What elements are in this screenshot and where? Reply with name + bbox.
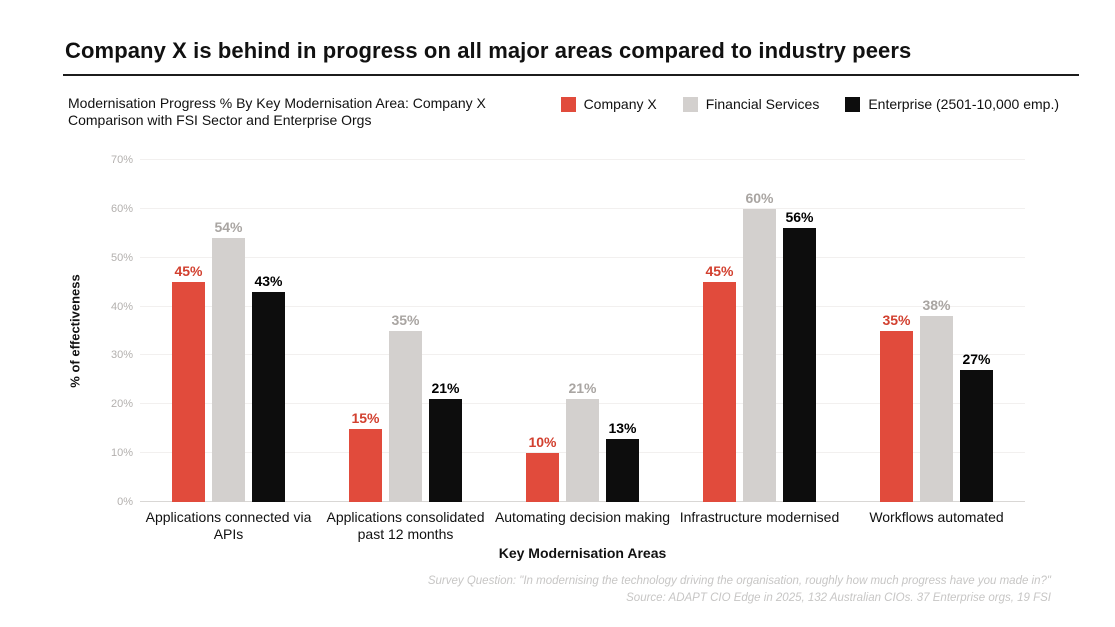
bar-value-label: 56% [785,209,814,226]
bar [566,399,599,502]
bar [172,282,205,502]
legend-swatch-icon [560,96,576,112]
legend-item: Financial Services [682,96,820,112]
footer-source: Source: ADAPT CIO Edge in 2025, 132 Aust… [626,591,1051,604]
y-axis-ticks: 0% 10% 20% 30% 40% 50% 60% 70% [93,154,133,508]
bar [252,291,285,502]
footer: Survey Question: "In modernising the tec… [428,573,1051,606]
bar [212,238,245,502]
x-category-label: Applications consolidated past 12 months [326,509,485,542]
bar [349,428,382,502]
bar-value-label: 21% [568,380,597,397]
bar-column: 45% [172,160,205,502]
gridline [140,159,1025,160]
legend: Company X Financial Services Enterprise (2… [560,96,1059,112]
bar-column: 35% [389,160,422,502]
bar-column: 21% [566,160,599,502]
page-title: Company X is behind in progress on all m… [65,38,912,63]
y-tick-label: 0% [117,496,133,508]
x-category-label: Workflows automated [869,509,1004,525]
bar-value-label: 38% [922,297,951,314]
legend-label: Company X [583,96,657,112]
bar [606,438,639,502]
bar-group: 45% 60% 56% [671,160,848,502]
x-category-label: Applications connected via APIs [145,509,312,542]
bar-value-label: 35% [882,312,911,328]
bar [743,208,776,502]
bar [429,399,462,502]
title-divider [63,74,1079,76]
gridline [140,305,1025,307]
y-tick-label: 40% [110,300,133,313]
legend-item: Company X [560,96,657,112]
bar-column: 15% [349,160,382,502]
bar-value-label: 45% [705,263,734,280]
bar [526,453,559,502]
bar-value-label: 60% [745,189,774,206]
bar-group: 15% 35% 21% [317,160,494,502]
bar-value-label: 10% [528,434,557,451]
bar-column: 56% [783,160,816,502]
legend-label: Financial Services [705,96,820,112]
bar-column: 60% [743,160,776,502]
y-axis-title: % of effectiveness [67,274,83,388]
bar-value-label: 43% [254,272,283,289]
bar-value-label: 15% [351,409,380,426]
plot-area: 45% 54% 43% 15% 35% 21% 10% 21% 13% 45% 60% 56% 35% 3… [140,159,1025,502]
x-category-label: Infrastructure modernised [679,509,840,525]
bar-value-label: 13% [608,419,637,436]
gridline [140,354,1025,356]
bar-column: 35% [880,160,913,502]
y-tick-label: 10% [110,447,133,460]
bar-group: 35% 38% 27% [848,160,1025,502]
bar-group: 10% 21% 13% [494,160,671,502]
bar-column: 10% [526,160,559,502]
y-tick-label: 50% [110,251,133,264]
x-axis-labels: Applications connected via APIs Applicati… [140,509,1025,542]
bar [880,331,913,502]
bar [960,370,993,502]
x-axis-title: Key Modernisation Areas [498,545,667,561]
gridline [140,207,1025,209]
y-tick-label: 70% [110,154,133,166]
y-tick-label: 30% [110,349,133,362]
footer-survey-question: Survey Question: "In modernising the tec… [427,575,1051,587]
legend-item: Enterprise (2501-10,000 emp.) [845,96,1059,112]
bar [783,228,816,502]
bar-groups: 45% 54% 43% 15% 35% 21% 10% 21% 13% 45% 60% 56% 35% 3… [140,160,1025,502]
bar-column: 13% [606,160,639,502]
bar [703,282,736,502]
gridline [140,256,1025,258]
bar [389,331,422,502]
bar-column: 38% [920,160,953,502]
bar-column: 21% [429,160,462,502]
bar-value-label: 35% [391,312,420,328]
bar-value-label: 27% [962,351,991,368]
y-tick-label: 20% [110,398,133,411]
x-category-label: Automating decision making [494,509,671,525]
bar-group: 45% 54% 43% [140,160,317,502]
bar-column: 54% [212,160,245,502]
bar-column: 27% [960,160,993,502]
legend-swatch-icon [845,96,861,112]
legend-swatch-icon [682,96,698,112]
y-tick-label: 60% [110,202,133,215]
bar-column: 43% [252,160,285,502]
bar-value-label: 54% [214,219,243,236]
bar-value-label: 21% [431,380,460,397]
bar [920,316,953,502]
bar-column: 45% [703,160,736,502]
bar-value-label: 45% [174,263,203,280]
legend-label: Enterprise (2501-10,000 emp.) [868,96,1059,112]
chart-subtitle: Modernisation Progress % By Key Modernis… [68,95,486,128]
